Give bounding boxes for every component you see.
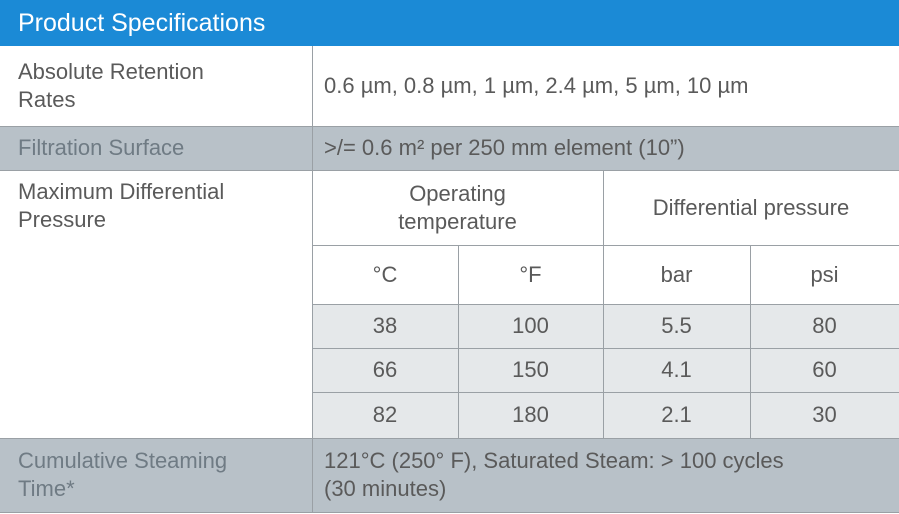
row-label: Absolute Retention Rates bbox=[18, 59, 204, 112]
rule bbox=[0, 438, 899, 439]
rule bbox=[0, 170, 899, 171]
data-cell: 80 bbox=[750, 304, 899, 348]
table-title: Product Specifications bbox=[0, 0, 899, 46]
row-label: Filtration Surface bbox=[0, 126, 312, 170]
data-cell: 38 bbox=[312, 304, 458, 348]
rule bbox=[603, 170, 604, 438]
rule bbox=[312, 392, 899, 393]
rule bbox=[312, 304, 899, 305]
data-cell: 82 bbox=[312, 392, 458, 438]
rule bbox=[750, 245, 751, 438]
data-cell: 5.5 bbox=[603, 304, 750, 348]
data-cell: 150 bbox=[458, 348, 603, 392]
data-cell: 30 bbox=[750, 392, 899, 438]
data-cell: 60 bbox=[750, 348, 899, 392]
rule bbox=[458, 245, 459, 438]
unit-header: psi bbox=[810, 261, 839, 287]
row-label: Maximum Differential Pressure bbox=[18, 179, 225, 232]
rule bbox=[312, 348, 899, 349]
row-value: 121°C (250° F), Saturated Steam: > 100 c… bbox=[312, 438, 899, 512]
data-cell: 100 bbox=[458, 304, 603, 348]
unit-header: °F bbox=[519, 261, 542, 287]
rule bbox=[312, 245, 899, 246]
row-value: >/= 0.6 m² per 250 mm element (10”) bbox=[312, 126, 899, 170]
data-cell: 4.1 bbox=[603, 348, 750, 392]
group-header: Operating temperature bbox=[398, 180, 517, 234]
group-header: Differential pressure bbox=[652, 194, 850, 220]
rule bbox=[312, 46, 313, 512]
rule bbox=[0, 512, 899, 513]
unit-header: °C bbox=[372, 261, 398, 287]
data-cell: 180 bbox=[458, 392, 603, 438]
row-label: Cumulative Steaming Time* bbox=[0, 438, 312, 512]
data-cell: 66 bbox=[312, 348, 458, 392]
unit-header: bar bbox=[660, 261, 693, 287]
row-value: 0.6 µm, 0.8 µm, 1 µm, 2.4 µm, 5 µm, 10 µ… bbox=[324, 73, 749, 98]
data-cell: 2.1 bbox=[603, 392, 750, 438]
rule bbox=[0, 126, 899, 127]
